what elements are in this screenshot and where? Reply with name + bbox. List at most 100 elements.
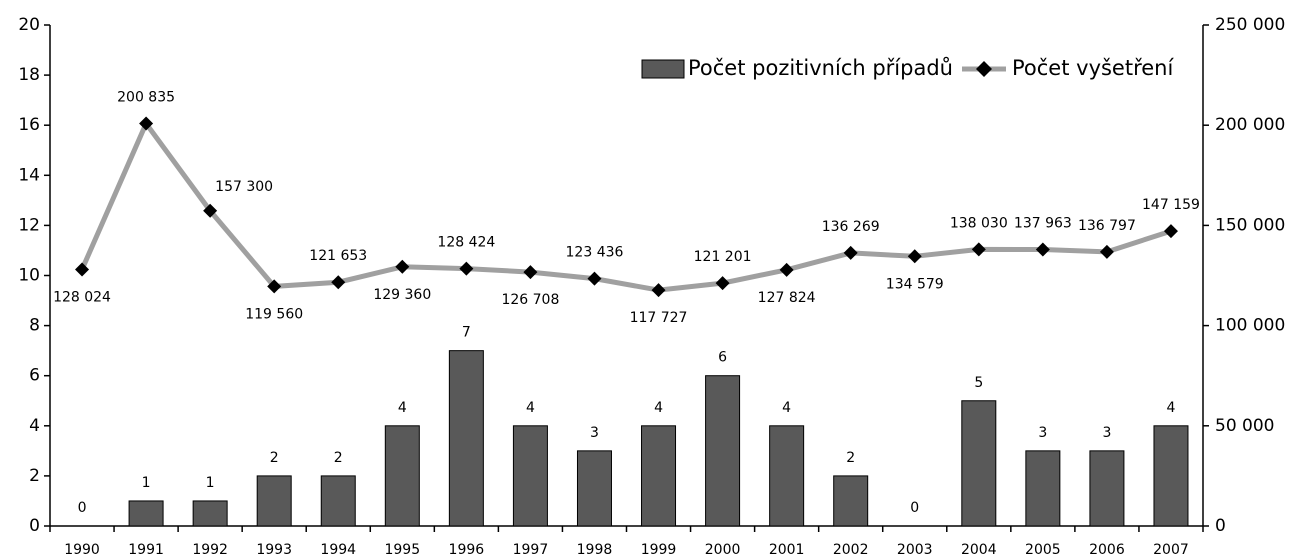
x-tick-label: 2002	[833, 542, 869, 557]
bar-label: 6	[718, 350, 727, 366]
x-tick-label: 1998	[577, 542, 613, 557]
bar	[320, 475, 356, 527]
x-tick-label: 1995	[384, 542, 420, 557]
line-label: 123 436	[566, 245, 624, 261]
y-tick-label: 6	[29, 366, 40, 386]
x-tick-label: 1992	[192, 542, 228, 557]
x-tick-label: 1991	[128, 542, 164, 557]
y-tick-label: 20	[18, 15, 40, 35]
line-label: 119 560	[245, 306, 303, 322]
marker	[523, 265, 538, 280]
x-tick-label: 2001	[769, 542, 805, 557]
bar-label: 0	[78, 500, 87, 516]
x-tick-label: 1996	[449, 542, 485, 557]
y2-tick-label: 150 000	[1215, 215, 1285, 235]
line-label: 136 797	[1078, 218, 1136, 234]
y-tick-label: 16	[18, 115, 40, 135]
bar	[833, 475, 869, 527]
bar	[192, 500, 228, 527]
marker	[1035, 242, 1050, 257]
line-label: 129 360	[373, 287, 431, 303]
x-tick-label: 2007	[1153, 542, 1189, 557]
bar-label: 2	[334, 450, 343, 466]
y2-tick-label: 50 000	[1215, 416, 1274, 436]
y-tick-label: 12	[18, 215, 40, 235]
x-tick-label: 1999	[641, 542, 677, 557]
bar	[1089, 450, 1125, 527]
marker	[459, 261, 474, 276]
bar-label: 3	[1102, 425, 1111, 441]
bar-label: 5	[974, 375, 983, 391]
y2-tick-label: 200 000	[1215, 115, 1285, 135]
line-label: 147 159	[1142, 197, 1200, 213]
y-tick-label: 4	[29, 416, 40, 436]
y2-tick-label: 250 000	[1215, 15, 1285, 35]
legend-label: Počet pozitivních případů	[688, 56, 953, 80]
legend-label: Počet vyšetření	[1012, 56, 1174, 80]
x-tick-label: 2000	[705, 542, 741, 557]
line-label: 127 824	[758, 290, 816, 306]
bar-label: 4	[782, 400, 791, 416]
marker	[651, 283, 666, 298]
bar	[641, 425, 677, 527]
bar-label: 2	[270, 450, 279, 466]
marker	[843, 245, 858, 260]
marker	[75, 262, 90, 277]
bar	[576, 450, 612, 527]
bar	[128, 500, 164, 527]
bar-label: 4	[1167, 400, 1176, 416]
bar	[384, 425, 420, 527]
bar	[448, 350, 484, 527]
y-tick-label: 10	[18, 266, 40, 286]
y-tick-label: 14	[18, 165, 40, 185]
bar-label: 2	[846, 450, 855, 466]
bar	[256, 475, 292, 527]
y-tick-label: 18	[18, 65, 40, 85]
line-label: 121 653	[309, 248, 367, 264]
bar-label: 1	[142, 475, 151, 491]
marker	[779, 262, 794, 277]
marker	[715, 276, 730, 291]
bar-label: 7	[462, 325, 471, 341]
marker	[1099, 244, 1114, 259]
legend-marker	[976, 61, 992, 77]
line-label: 134 579	[886, 276, 944, 292]
x-tick-label: 1994	[320, 542, 356, 557]
x-tick-label: 1990	[64, 542, 100, 557]
marker	[587, 271, 602, 286]
x-tick-label: 2003	[897, 542, 933, 557]
bar-label: 4	[654, 400, 663, 416]
bar-label: 0	[910, 500, 919, 516]
x-tick-label: 2005	[1025, 542, 1061, 557]
bar	[512, 425, 548, 527]
line-label: 137 963	[1014, 216, 1072, 232]
bar	[769, 425, 805, 527]
bar-label: 4	[398, 400, 407, 416]
line-label: 200 835	[117, 90, 175, 106]
line	[79, 118, 1172, 293]
bar-label: 3	[590, 425, 599, 441]
line-label: 157 300	[215, 179, 273, 195]
marker	[331, 275, 346, 290]
x-tick-label: 2004	[961, 542, 997, 557]
y-tick-label: 8	[29, 316, 40, 336]
line-label: 136 269	[822, 219, 880, 235]
marker	[139, 116, 154, 131]
marker	[267, 279, 282, 294]
x-tick-label: 2006	[1089, 542, 1125, 557]
marker	[971, 242, 986, 257]
x-tick-label: 1997	[513, 542, 549, 557]
bar	[705, 375, 741, 527]
line-label: 121 201	[694, 249, 752, 265]
y-tick-label: 2	[29, 466, 40, 486]
x-tick-label: 1993	[256, 542, 292, 557]
line-label: 128 424	[437, 235, 495, 251]
bar	[961, 400, 997, 527]
bar	[1153, 425, 1189, 527]
bar-label: 4	[526, 400, 535, 416]
line-label: 126 708	[501, 292, 559, 308]
bar-label: 3	[1038, 425, 1047, 441]
line-label: 128 024	[53, 289, 111, 305]
marker	[203, 203, 218, 218]
